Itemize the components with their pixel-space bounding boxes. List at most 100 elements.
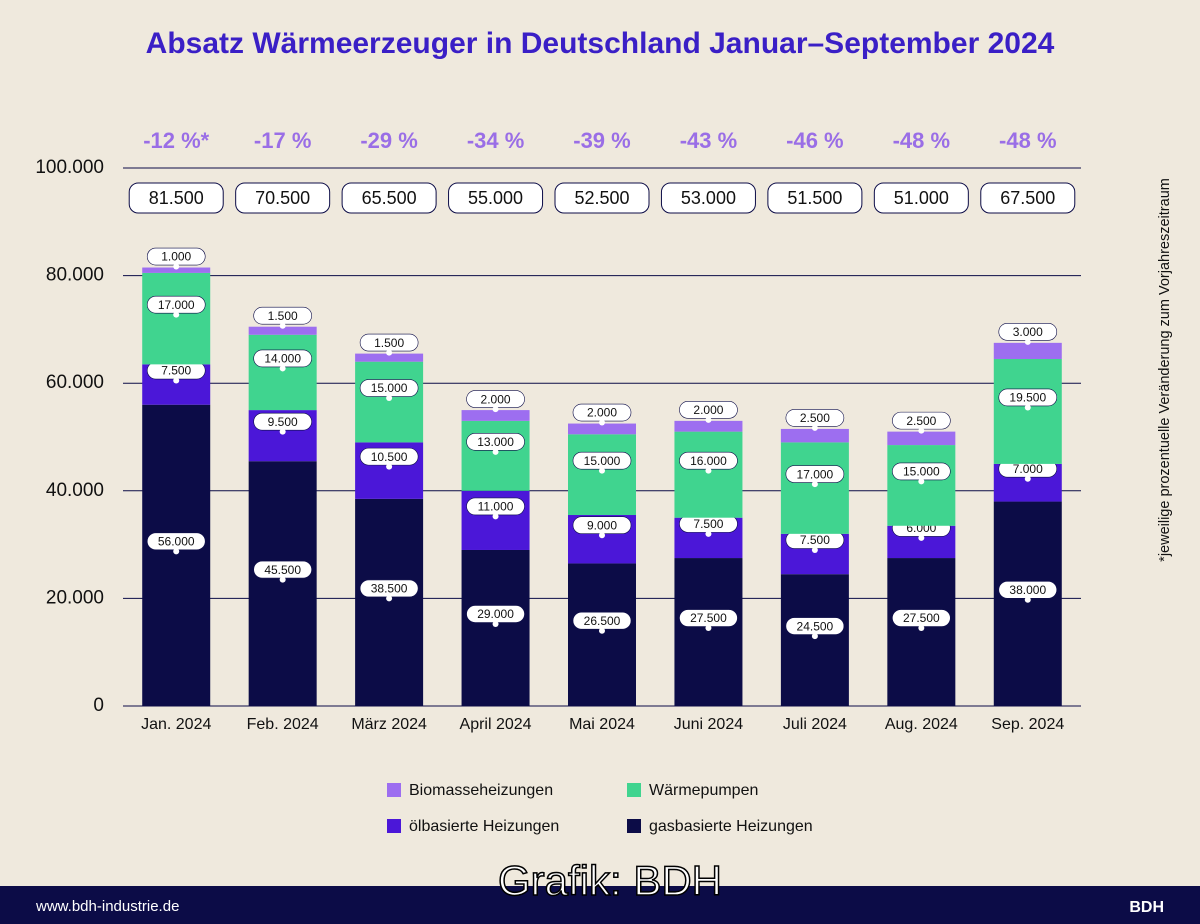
bar-segment <box>355 361 424 443</box>
total-label: 53.000 <box>681 188 736 208</box>
bar-segment <box>674 420 743 432</box>
total-box <box>873 182 969 214</box>
bar-segment <box>887 445 956 526</box>
total-label: 52.500 <box>574 188 629 208</box>
legend-label: ölbasierte Heizungen <box>409 818 559 835</box>
label-dot <box>492 620 499 627</box>
label-dot <box>173 311 180 318</box>
label-dot <box>1024 338 1031 345</box>
value-label: 1.000 <box>161 250 191 264</box>
total-box <box>448 182 544 214</box>
value-label: 2.500 <box>906 414 936 428</box>
x-tick-label: Sep. 2024 <box>991 716 1064 733</box>
footer-logo: BDH <box>1129 899 1164 916</box>
label-dot <box>279 365 286 372</box>
value-label: 17.000 <box>158 298 195 312</box>
total-label: 67.500 <box>1000 188 1055 208</box>
label-dot <box>599 467 605 474</box>
y-tick-label: 80.000 <box>46 265 104 286</box>
bar-segment <box>780 574 849 706</box>
value-label: 56.000 <box>158 535 195 549</box>
label-dot <box>599 532 605 539</box>
x-tick-label: Aug. 2024 <box>885 716 958 733</box>
label-dot <box>173 263 180 270</box>
footer-url: www.bdh-industrie.de <box>35 898 179 915</box>
value-label: 27.500 <box>903 611 940 625</box>
bar-segment <box>355 353 424 362</box>
value-label: 10.500 <box>371 450 408 464</box>
legend-swatch <box>627 819 641 833</box>
value-label: 1.500 <box>268 309 298 323</box>
bar-segment <box>461 410 530 421</box>
bar-segment <box>142 404 211 706</box>
value-label: 19.500 <box>1009 391 1046 405</box>
y-tick-label: 20.000 <box>46 587 104 608</box>
value-label: 2.000 <box>481 392 511 406</box>
bar-segment <box>248 461 317 706</box>
total-label: 51.000 <box>894 188 949 208</box>
x-tick-label: Juni 2024 <box>674 716 743 733</box>
value-label: 29.000 <box>477 607 514 621</box>
y-tick-label: 0 <box>93 695 104 716</box>
legend-swatch <box>387 783 401 797</box>
value-label: 38.500 <box>371 582 408 596</box>
value-label: 7.500 <box>800 533 830 547</box>
value-label: 9.000 <box>587 518 617 532</box>
footer-bar <box>0 886 1200 924</box>
legend-label: Biomasseheizungen <box>409 782 553 799</box>
bar-segment <box>674 558 743 706</box>
value-label: 11.000 <box>478 500 514 514</box>
total-box <box>235 182 331 214</box>
label-dot <box>386 595 393 602</box>
bar-segment <box>461 549 530 706</box>
label-dot <box>811 424 818 431</box>
label-dot <box>599 627 605 634</box>
bar-segment <box>887 558 956 706</box>
label-dot <box>811 547 818 554</box>
label-dot <box>918 625 925 632</box>
label-dot <box>918 478 925 485</box>
change-label: -29 % <box>360 128 417 153</box>
total-box <box>341 182 437 214</box>
x-tick-label: Feb. 2024 <box>247 716 319 733</box>
x-tick-label: Juli 2024 <box>783 716 847 733</box>
label-dot <box>492 513 499 520</box>
value-label: 45.500 <box>264 563 301 577</box>
chart-title: Absatz Wärmeerzeuger in Deutschland Janu… <box>146 27 1055 60</box>
x-tick-label: März 2024 <box>351 716 427 733</box>
change-label: -39 % <box>573 128 630 153</box>
value-label: 7.000 <box>1013 462 1043 476</box>
total-box <box>660 182 756 214</box>
change-label: -12 %* <box>143 128 209 153</box>
total-label: 65.500 <box>362 188 417 208</box>
legend-swatch <box>387 819 401 833</box>
legend-swatch <box>627 783 641 797</box>
bar-segment <box>674 431 743 518</box>
value-label: 24.500 <box>797 619 834 633</box>
label-dot <box>705 416 712 423</box>
x-tick-label: Jan. 2024 <box>141 716 211 733</box>
change-label: -48 % <box>999 128 1056 153</box>
value-label: 15.000 <box>584 454 621 468</box>
label-dot <box>811 481 818 488</box>
value-label: 2.000 <box>587 406 617 420</box>
change-label: -46 % <box>786 128 843 153</box>
total-label: 70.500 <box>255 188 310 208</box>
value-label: 7.500 <box>693 517 723 531</box>
bar-segment <box>568 434 636 516</box>
value-label: 15.000 <box>903 465 940 479</box>
x-tick-label: April 2024 <box>460 716 532 733</box>
value-label: 27.500 <box>690 611 727 625</box>
bar-segment <box>993 342 1062 359</box>
total-label: 81.500 <box>149 188 204 208</box>
total-box <box>767 182 863 214</box>
bar-segment <box>780 442 849 534</box>
bar-segment <box>993 358 1062 464</box>
value-label: 3.000 <box>1013 325 1043 339</box>
label-dot <box>918 534 925 541</box>
label-dot <box>279 428 286 435</box>
label-dot <box>918 427 925 434</box>
bar-segment <box>142 267 211 273</box>
bar-segment <box>142 272 211 365</box>
